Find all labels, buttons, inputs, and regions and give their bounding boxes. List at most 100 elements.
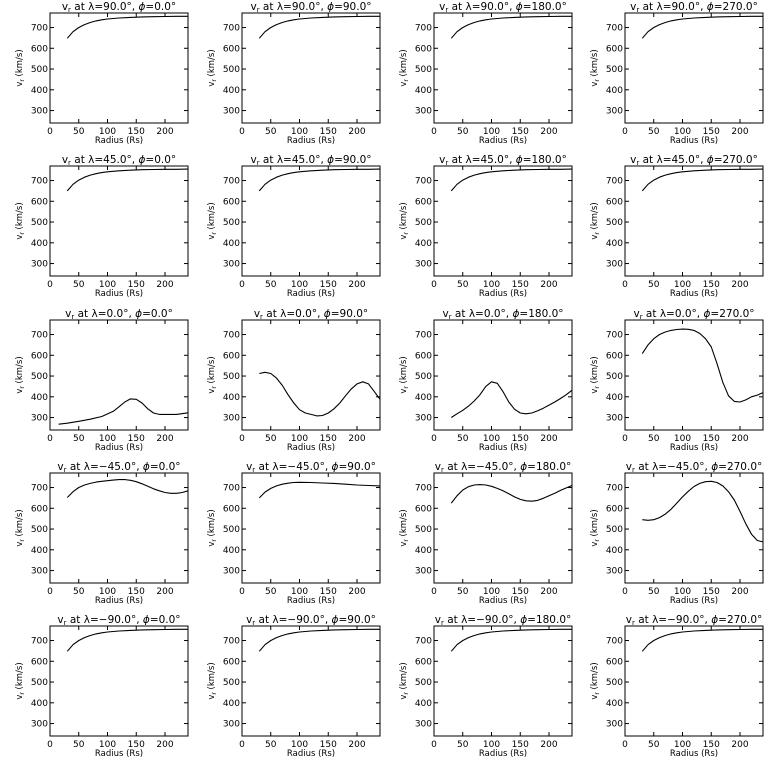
y-axis-label: vr (km/s) <box>15 509 26 546</box>
x-tick-label: 100 <box>99 280 116 290</box>
y-axis-label: vr (km/s) <box>399 49 410 86</box>
x-tick-label: 0 <box>47 127 53 137</box>
y-tick-label: 500 <box>606 372 623 382</box>
plot-frame <box>624 472 764 584</box>
y-axis-label: vr (km/s) <box>590 356 601 393</box>
x-axis-label: Radius (Rs) <box>479 596 527 606</box>
x-tick-label: 100 <box>483 740 500 750</box>
y-tick-label: 500 <box>223 678 240 688</box>
y-axis-label: vr (km/s) <box>207 662 218 699</box>
y-tick-label: 700 <box>415 331 432 341</box>
series-line <box>450 168 573 192</box>
x-tick-label: 50 <box>648 280 660 290</box>
x-axis-label: Radius (Rs) <box>287 749 335 759</box>
y-tick-label: 400 <box>31 239 48 249</box>
x-axis-label: Radius (Rs) <box>287 136 335 146</box>
panel-title: vr at λ=0.0°, ϕ=180.0° <box>442 308 563 321</box>
x-tick-label: 150 <box>703 434 720 444</box>
x-tick-label: 50 <box>265 434 277 444</box>
y-axis-label: vr (km/s) <box>207 202 218 239</box>
y-tick-label: 500 <box>606 218 623 228</box>
y-tick-label: 600 <box>606 197 623 207</box>
x-tick-label: 150 <box>128 127 145 137</box>
y-tick-label: 700 <box>415 637 432 647</box>
x-tick-label: 150 <box>512 127 529 137</box>
x-axis-label: Radius (Rs) <box>670 136 718 146</box>
x-tick-label: 100 <box>99 740 116 750</box>
panel-title: vr at λ=−45.0°, ϕ=270.0° <box>626 461 763 474</box>
y-tick-label: 300 <box>223 567 240 577</box>
y-tick-label: 300 <box>606 260 623 270</box>
x-tick-label: 100 <box>99 434 116 444</box>
plot-frame <box>433 165 573 277</box>
series-line <box>66 628 188 652</box>
x-axis-label: Radius (Rs) <box>287 443 335 453</box>
panel-1-4: 0 50 100 150 200 300 400 500 600 700 vr at λ=90.0°… <box>590 1 764 146</box>
series-line <box>641 168 764 192</box>
x-tick-label: 0 <box>622 434 628 444</box>
series-line <box>258 481 381 499</box>
x-axis-label: Radius (Rs) <box>287 596 335 606</box>
y-axis-label: vr (km/s) <box>590 509 601 546</box>
panel-title: vr at λ=−90.0°, ϕ=270.0° <box>626 614 763 627</box>
y-tick-label: 400 <box>223 393 240 403</box>
plot-frame <box>624 625 764 737</box>
y-tick-label: 600 <box>31 657 48 667</box>
y-axis-label: vr (km/s) <box>399 662 410 699</box>
x-tick-label: 50 <box>648 740 660 750</box>
x-axis-label: Radius (Rs) <box>95 289 143 299</box>
x-axis-label: Radius (Rs) <box>479 136 527 146</box>
y-tick-label: 600 <box>31 351 48 361</box>
x-tick-label: 200 <box>731 280 748 290</box>
x-tick-label: 0 <box>47 587 53 597</box>
x-tick-label: 100 <box>674 434 691 444</box>
x-tick-label: 100 <box>291 434 308 444</box>
y-tick-label: 300 <box>606 567 623 577</box>
x-tick-label: 100 <box>674 280 691 290</box>
x-tick-label: 200 <box>540 127 557 137</box>
x-tick-label: 200 <box>540 280 557 290</box>
series-line <box>641 328 764 403</box>
y-tick-label: 600 <box>415 657 432 667</box>
x-tick-label: 0 <box>239 740 245 750</box>
plot-frame <box>433 472 573 584</box>
y-tick-label: 600 <box>606 504 623 514</box>
y-tick-label: 500 <box>31 372 48 382</box>
x-axis-label: Radius (Rs) <box>670 749 718 759</box>
x-tick-label: 100 <box>483 587 500 597</box>
x-tick-label: 100 <box>674 740 691 750</box>
y-tick-label: 700 <box>223 177 240 187</box>
y-tick-label: 700 <box>31 637 48 647</box>
plot-frame <box>241 12 381 124</box>
series-line <box>450 628 572 652</box>
panel-5-2: 0 50 100 150 200 300 400 500 600 700 vr at λ=−90.0… <box>207 614 381 759</box>
y-tick-label: 700 <box>223 637 240 647</box>
panel-3-1: 0 50 100 150 200 300 400 500 600 700 vr at λ=0.0°,… <box>15 308 189 453</box>
y-tick-label: 500 <box>31 65 48 75</box>
y-tick-label: 600 <box>31 44 48 54</box>
x-tick-label: 150 <box>512 740 529 750</box>
y-tick-label: 400 <box>31 86 48 96</box>
series-line <box>450 15 572 39</box>
x-tick-label: 150 <box>320 280 337 290</box>
y-tick-label: 700 <box>415 177 432 187</box>
y-tick-label: 600 <box>415 351 432 361</box>
y-tick-label: 700 <box>31 331 48 341</box>
y-tick-label: 400 <box>223 239 240 249</box>
y-tick-label: 300 <box>606 107 623 117</box>
series-line <box>66 479 189 498</box>
x-tick-label: 200 <box>731 587 748 597</box>
panel-title: vr at λ=45.0°, ϕ=0.0° <box>62 154 176 167</box>
x-axis-label: Radius (Rs) <box>95 136 143 146</box>
panel-title: vr at λ=0.0°, ϕ=0.0° <box>65 308 173 321</box>
panel-1-3: 0 50 100 150 200 300 400 500 600 700 vr at λ=90.0°… <box>399 1 573 146</box>
x-tick-label: 200 <box>156 127 173 137</box>
plot-frame <box>433 625 573 737</box>
panel-1-2: 0 50 100 150 200 300 400 500 600 700 vr at λ=90.0°… <box>207 1 381 146</box>
panel-3-3: 0 50 100 150 200 300 400 500 600 700 vr at λ=0.0°,… <box>399 308 573 453</box>
y-tick-label: 400 <box>606 699 623 709</box>
x-tick-label: 100 <box>291 280 308 290</box>
panel-title: vr at λ=0.0°, ϕ=90.0° <box>254 308 368 321</box>
